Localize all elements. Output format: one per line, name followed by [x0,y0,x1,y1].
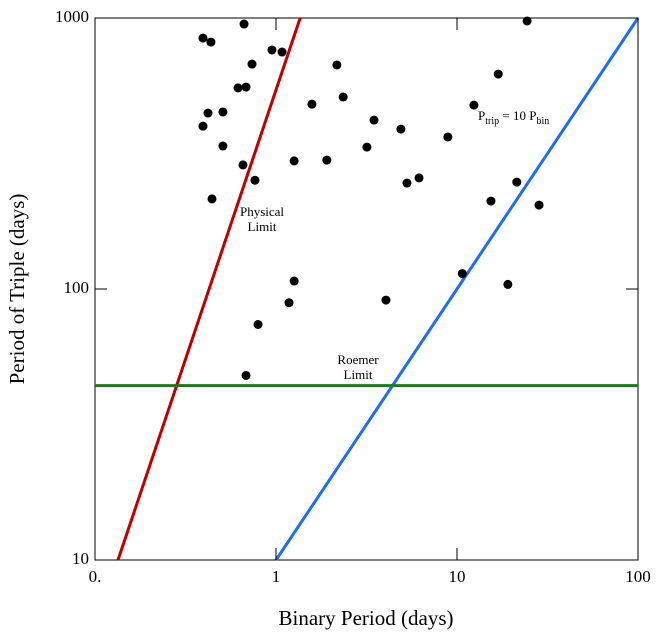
data-point [469,100,479,110]
annotation: Limit [344,367,373,382]
data-point [198,121,208,131]
data-point [233,83,243,93]
annotation-part: P [478,108,485,123]
data-point [289,276,299,286]
data-point [206,37,216,47]
data-point [241,82,251,92]
data-point [277,47,287,57]
data-point [241,370,251,380]
data-point [207,194,217,204]
annotation: Roemer [337,352,379,367]
x-tick-label: 100 [625,567,651,586]
data-point [239,19,249,29]
data-point [338,92,348,102]
y-axis-title: Period of Triple (days) [5,194,29,385]
data-point [457,269,467,279]
y-tick-label: 1000 [55,7,89,26]
data-point [534,200,544,210]
data-point [512,177,522,187]
annotation-part: trip [485,116,499,127]
data-point [332,60,342,70]
data-point [369,115,379,125]
data-point [381,295,391,305]
plot-frame [94,17,639,561]
data-point [203,108,213,118]
y-tick-label: 100 [64,278,90,297]
annotation: Limit [248,219,277,234]
annotation-part: bin [536,116,549,127]
data-point [503,279,513,289]
data-point [307,99,317,109]
annotation-part: = 10 P [499,108,536,123]
data-point [247,59,257,69]
data-point [198,33,208,43]
data-point [486,196,496,206]
data-point [362,142,372,152]
y-tick-label: 10 [72,549,89,568]
x-tick-label: 0. [89,567,102,586]
data-point [218,141,228,151]
data-point [218,107,228,117]
data-point [253,319,263,329]
data-point [522,16,532,26]
reference-line [274,17,640,561]
x-tick-label: 10 [449,567,466,586]
data-point [493,69,503,79]
data-point [238,160,248,170]
data-point [396,124,406,134]
x-tick-label: 1 [272,567,281,586]
data-point [402,178,412,188]
data-point [267,45,277,55]
data-point [284,298,294,308]
data-point [289,156,299,166]
reference-line [116,17,302,561]
data-point [322,155,332,165]
data-point [443,132,453,142]
data-point [414,173,424,183]
x-axis-title: Binary Period (days) [279,606,454,630]
annotation: Ptrip = 10 Pbin [478,108,549,127]
data-point [250,175,260,185]
annotation: Physical [240,204,284,219]
